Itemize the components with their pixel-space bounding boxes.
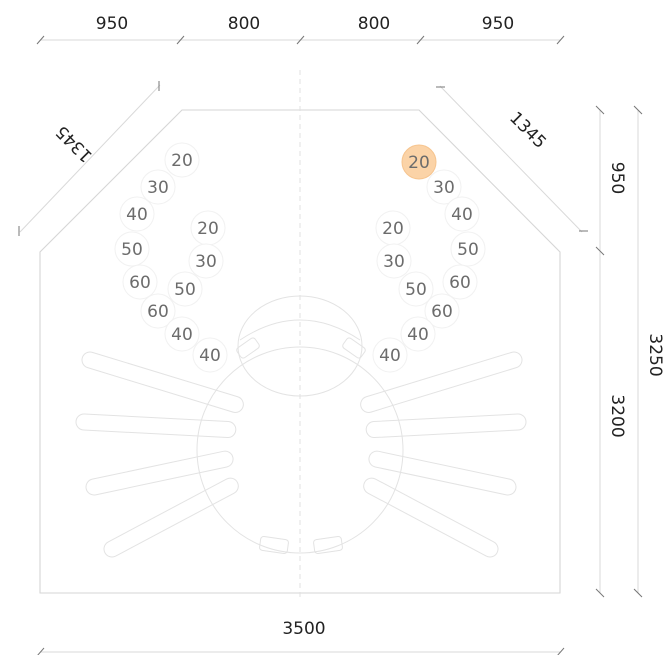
jet-circle (398, 271, 434, 307)
jet-label: 40 (199, 346, 221, 366)
dim-top-2: 800 (228, 14, 260, 34)
jet-circle (164, 316, 200, 352)
dimension-labels: 950 800 800 950 3500 1345 1345 950 3200 … (52, 14, 665, 639)
jet-right-outer-0[interactable]: 20 (401, 144, 437, 180)
jet-right-outer-7[interactable]: 40 (372, 337, 408, 373)
dim-diagonal-left: 1345 (52, 121, 97, 166)
jet-circle (400, 316, 436, 352)
jet-right-inner-1[interactable]: 30 (376, 243, 412, 279)
jet-left-inner-2[interactable]: 50 (167, 271, 203, 307)
jet-right-outer-2[interactable]: 40 (444, 196, 480, 232)
jet-circle (114, 231, 150, 267)
jet-circle (372, 337, 408, 373)
dim-top-3: 800 (358, 14, 390, 34)
dim-top-1: 950 (96, 14, 128, 34)
jet-circle (442, 264, 478, 300)
dim-right-total: 3250 (645, 333, 665, 376)
jet-circle (188, 243, 224, 279)
jet-right-inner-2[interactable]: 50 (398, 271, 434, 307)
dim-top-4: 950 (482, 14, 514, 34)
jet-label: 20 (408, 153, 430, 173)
jet-label: 50 (174, 280, 196, 300)
jet-left-inner-1[interactable]: 30 (188, 243, 224, 279)
jet-label: 60 (147, 302, 169, 322)
dim-right-lower: 3200 (607, 394, 627, 437)
jet-label: 40 (171, 325, 193, 345)
jet-left-outer-5[interactable]: 60 (140, 293, 176, 329)
jet-left-inner-0[interactable]: 20 (190, 210, 226, 246)
jet-circle (426, 169, 462, 205)
jet-label: 60 (449, 273, 471, 293)
jet-label: 50 (405, 280, 427, 300)
jet-label: 40 (451, 205, 473, 225)
dim-bottom: 3500 (282, 619, 325, 639)
jet-label: 20 (171, 151, 193, 171)
jet-left-outer-4[interactable]: 60 (122, 264, 158, 300)
lounger-seats (75, 295, 527, 558)
jet-right-outer-3[interactable]: 50 (450, 231, 486, 267)
jet-circle (444, 196, 480, 232)
jet-label: 60 (431, 302, 453, 322)
jet-label: 30 (383, 252, 405, 272)
jet-right-outer-1[interactable]: 30 (426, 169, 462, 205)
jet-circle (424, 293, 460, 329)
dim-right-upper: 950 (607, 162, 627, 194)
jet-right-outer-5[interactable]: 60 (424, 293, 460, 329)
jet-circle (401, 144, 437, 180)
jet-left-outer-7[interactable]: 40 (192, 337, 228, 373)
jet-circle (164, 142, 200, 178)
jet-label: 40 (126, 205, 148, 225)
jet-left-outer-3[interactable]: 50 (114, 231, 150, 267)
pool-outline (39, 109, 561, 594)
jet-circle (140, 169, 176, 205)
jet-circle (450, 231, 486, 267)
jet-circle (167, 271, 203, 307)
jet-label: 30 (195, 252, 217, 272)
jet-circle (122, 264, 158, 300)
jet-group: 2030405060604040203050203040506060404020… (114, 142, 486, 373)
jet-right-inner-0[interactable]: 20 (375, 210, 411, 246)
jet-circle (119, 196, 155, 232)
jet-left-outer-0[interactable]: 20 (164, 142, 200, 178)
jet-label: 40 (407, 325, 429, 345)
jet-circle (192, 337, 228, 373)
jet-label: 30 (147, 178, 169, 198)
jet-label: 30 (433, 178, 455, 198)
jet-label: 20 (382, 219, 404, 239)
jet-label: 40 (379, 346, 401, 366)
dimension-lines (18, 35, 643, 657)
jet-circle (376, 243, 412, 279)
jet-right-outer-4[interactable]: 60 (442, 264, 478, 300)
jet-label: 50 (121, 240, 143, 260)
jet-right-outer-6[interactable]: 40 (400, 316, 436, 352)
jet-left-outer-1[interactable]: 30 (140, 169, 176, 205)
jet-label: 20 (197, 219, 219, 239)
dim-diagonal-right: 1345 (505, 108, 550, 153)
jet-left-outer-2[interactable]: 40 (119, 196, 155, 232)
jet-circle (140, 293, 176, 329)
jet-label: 50 (457, 240, 479, 260)
jet-label: 60 (129, 273, 151, 293)
jet-left-outer-6[interactable]: 40 (164, 316, 200, 352)
